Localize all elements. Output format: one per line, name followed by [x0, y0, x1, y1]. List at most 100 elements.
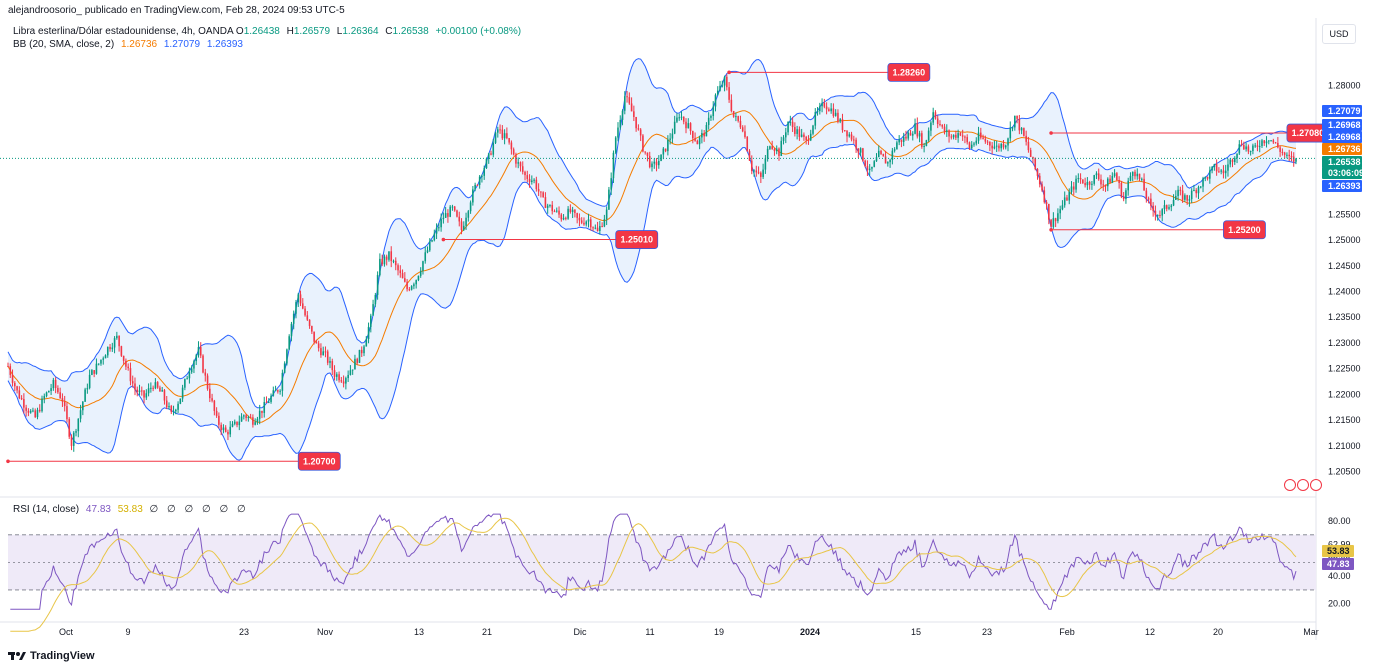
- publish-header: alejandroosorio_ publicado en TradingVie…: [8, 5, 345, 16]
- candle-body: [392, 260, 395, 262]
- ohlc-value: 1.26364: [342, 26, 379, 37]
- candle-body: [580, 220, 583, 223]
- candle-body: [571, 209, 574, 212]
- candle-body: [458, 216, 461, 222]
- candle-body: [338, 374, 340, 381]
- candle-body: [68, 419, 71, 437]
- candle-body: [821, 102, 823, 107]
- candle-body: [989, 142, 991, 146]
- bb-lower-value: 1.26393: [206, 39, 243, 50]
- candle-body: [1281, 151, 1284, 153]
- candle-body: [540, 191, 542, 193]
- candle-body: [589, 219, 592, 228]
- candle-body: [227, 431, 229, 435]
- candle-body: [601, 226, 603, 228]
- candle-body: [848, 134, 851, 137]
- candle-body: [292, 313, 295, 324]
- candle-body: [243, 415, 245, 417]
- rsi-ma-line: [10, 517, 1297, 632]
- candle-body: [340, 380, 343, 382]
- currency-button[interactable]: USD: [1322, 24, 1356, 44]
- candle-body: [1066, 197, 1068, 201]
- rsi-line: [10, 513, 1297, 610]
- candle-body: [685, 121, 687, 129]
- candle-body: [91, 370, 93, 375]
- candle-body: [648, 155, 651, 168]
- candle-body: [753, 170, 755, 172]
- candle-body: [161, 390, 163, 392]
- candle-body: [596, 227, 599, 232]
- candle-body: [896, 142, 898, 150]
- candle-body: [388, 251, 390, 260]
- candle-body: [333, 370, 336, 377]
- candle-body: [165, 400, 168, 408]
- candle-body: [542, 192, 544, 198]
- candle-body: [508, 138, 510, 143]
- candle-body: [1043, 190, 1046, 203]
- candle-body: [642, 135, 644, 152]
- candle-body: [823, 102, 826, 107]
- candle-body: [857, 148, 860, 153]
- candle-body: [1016, 115, 1018, 119]
- candle-body: [48, 390, 50, 393]
- candle-body: [336, 374, 338, 377]
- time-tick: 15: [911, 627, 921, 637]
- candle-body: [254, 422, 256, 425]
- candle-body: [531, 180, 533, 183]
- candle-body: [1258, 146, 1261, 148]
- candle-body: [127, 366, 129, 369]
- flag-icon[interactable]: [1310, 479, 1322, 491]
- candle-body: [1218, 171, 1220, 173]
- candle-body: [288, 336, 290, 350]
- candle-body: [465, 217, 467, 226]
- candle-body: [1023, 128, 1025, 136]
- event-icons[interactable]: [1284, 479, 1322, 491]
- candle-body: [825, 106, 828, 110]
- rsi-badge-label: 53.83: [1327, 546, 1350, 556]
- candle-body: [694, 138, 696, 141]
- candle-body: [998, 145, 1000, 149]
- level-anchor: [441, 237, 446, 242]
- candle-body: [1163, 205, 1166, 210]
- candle-body: [38, 409, 41, 412]
- candle-body: [213, 400, 216, 411]
- candle-body: [1063, 197, 1066, 206]
- candle-body: [279, 390, 281, 392]
- candle-body: [297, 294, 300, 303]
- candle-body: [617, 127, 619, 138]
- candle-body: [644, 151, 646, 153]
- candle-body: [728, 87, 730, 100]
- candle-body: [1088, 181, 1091, 185]
- candle-body: [209, 388, 211, 399]
- flag-icon[interactable]: [1297, 479, 1309, 491]
- flag-icon[interactable]: [1284, 479, 1296, 491]
- candle-body: [104, 355, 107, 359]
- candle-body: [1290, 156, 1293, 158]
- candle-body: [497, 129, 499, 133]
- candle-body: [1038, 175, 1041, 185]
- candle-body: [492, 142, 495, 155]
- candle-body: [485, 158, 488, 169]
- candle-body: [664, 148, 667, 152]
- candle-body: [975, 140, 978, 144]
- candle-body: [365, 339, 368, 347]
- candle-body: [1077, 178, 1080, 180]
- candle-body: [1118, 180, 1120, 184]
- candle-body: [859, 148, 862, 153]
- level-anchor: [6, 459, 10, 464]
- candle-body: [413, 284, 415, 287]
- price-tick: 1.24000: [1328, 287, 1361, 297]
- price-tick: 1.23500: [1328, 312, 1361, 322]
- candle-body: [97, 363, 100, 365]
- rsi-badge-label: 47.83: [1327, 559, 1350, 569]
- candle-body: [646, 152, 649, 156]
- candle-body: [1229, 159, 1232, 165]
- candle-body: [964, 136, 966, 138]
- candle-body: [737, 116, 739, 121]
- candle-body: [84, 389, 86, 402]
- candle-body: [231, 423, 234, 427]
- rsi-legend: RSI (14, close) 47.83 53.83 ∅ ∅ ∅ ∅ ∅ ∅: [13, 504, 249, 515]
- candle-body: [1213, 164, 1216, 167]
- candle-body: [574, 209, 576, 214]
